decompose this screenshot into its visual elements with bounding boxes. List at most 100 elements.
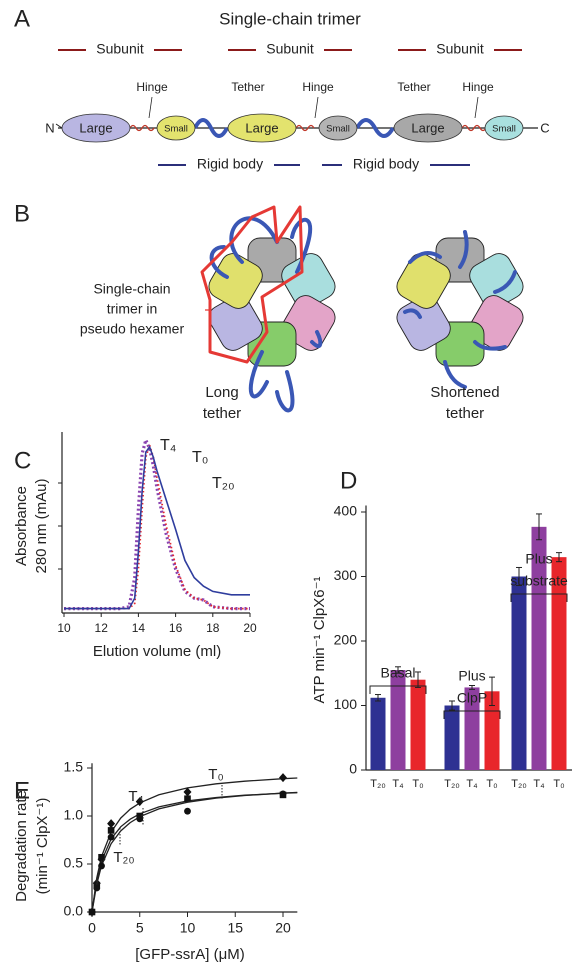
group-label: Basal [380,665,415,681]
panel-label: D [340,467,357,494]
y-axis-label: Degradation rate [13,790,30,902]
subunit-block [396,253,451,309]
hexamer-ring [396,230,524,389]
x-tick-label: T₄ [533,778,545,790]
data-point [98,853,105,861]
bar [464,687,480,770]
y-axis-label: (min⁻¹ ClpX⁻¹) [34,798,51,895]
callout-label: Single-chain [93,281,170,297]
y-tick-label: 400 [334,503,358,519]
data-point [88,908,96,916]
y-tick-label: 1.5 [64,759,84,775]
x-tick-label: 0 [88,920,96,936]
panel-label: E [14,777,30,804]
caption: Long [205,384,238,401]
bar [370,697,386,770]
domain-label: Large [79,120,112,135]
data-point [184,795,191,803]
domain-label: Small [326,124,350,135]
x-axis-label: Elution volume (ml) [93,643,221,660]
hinge-label: Hinge [302,80,334,94]
tether [229,216,279,264]
x-tick-label: 5 [136,920,144,936]
fit-curve [91,777,298,913]
elution-curve [64,445,250,610]
hinge-linker [295,124,315,132]
tether [248,350,269,399]
hinge-pointer [314,96,319,119]
tether [408,251,442,264]
x-tick-label: T₂₀ [511,778,527,790]
group-label: Plus [525,551,552,567]
caption: tether [446,405,484,422]
x-tick-label: 10 [180,920,196,936]
group-label: Plus [458,668,485,684]
data-point [107,819,116,829]
x-tick-label: 16 [169,621,183,635]
caption: tether [203,405,241,422]
hinge-label: Hinge [136,80,168,94]
tether [443,360,467,389]
diagram-title: Single-chain trimer [219,9,361,28]
subunit-label: Subunit [436,41,484,57]
rigid-body-label: Rigid body [197,156,263,172]
data-point [279,790,287,798]
tether-label: Tether [397,80,430,94]
x-tick-label: 18 [206,621,220,635]
x-tick-label: T₀ [553,778,564,790]
series-label: T₀ [192,449,208,466]
x-tick-label: 14 [132,621,146,635]
tether-linker [355,118,395,138]
hexamer-ring [200,205,336,413]
hinge-label: Hinge [462,80,494,94]
x-tick-label: T₂₀ [370,778,386,790]
y-tick-label: 0 [349,761,357,777]
tether [458,230,469,269]
callout-label: trimer in [107,301,158,317]
group-bracket [443,710,501,719]
x-tick-label: 20 [243,621,257,635]
data-point [135,797,144,807]
panel-label: C [14,447,31,474]
tether [493,270,517,294]
tether [275,370,295,413]
series-label: T₂₀ [212,475,235,492]
y-tick-label: 100 [334,696,358,712]
x-tick-label: 20 [275,920,291,936]
x-tick-label: T₄ [466,778,478,790]
terminus-label: N [45,120,54,135]
group-bracket [369,685,427,694]
series-label: T₄ [160,437,176,454]
x-tick-label: 12 [95,621,109,635]
tether [290,217,313,274]
caption: Shortened [430,384,499,401]
domain-label: Large [245,120,278,135]
elution-curve [64,435,250,611]
bar [410,679,426,770]
y-axis-label: ATP min⁻¹ ClpX6⁻¹ [311,577,328,704]
x-tick-label: 10 [57,621,71,635]
bar [551,557,567,770]
domain [227,113,297,143]
domain-label: Large [411,120,444,135]
y-tick-label: 300 [334,567,358,583]
bar [390,670,406,770]
data-point [107,833,115,841]
data-point [93,884,101,892]
domain [156,115,196,141]
x-tick-label: T₀ [412,778,423,790]
group-bracket [510,593,568,602]
bar [531,526,547,770]
rigid-body-label: Rigid body [353,156,419,172]
x-tick-label: 15 [227,920,243,936]
domain [393,113,463,143]
curve-annotation: T₀ [208,766,223,783]
y-tick-label: 200 [334,632,358,648]
tether-linker [193,118,229,138]
tether [310,330,323,349]
x-axis-label: [GFP-ssrA] (μM) [135,946,244,963]
domain [484,115,524,141]
panel-label: A [14,5,30,32]
